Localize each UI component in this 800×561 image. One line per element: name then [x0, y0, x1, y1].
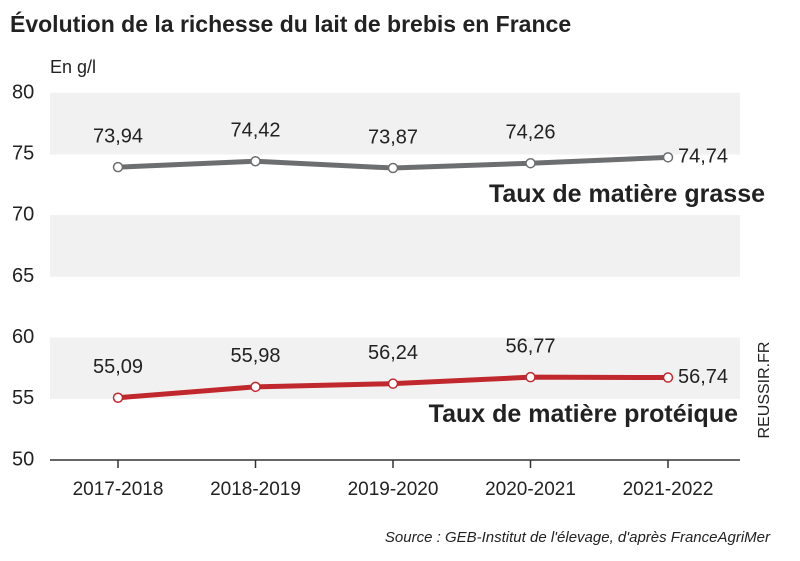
value-label: 56,74: [678, 366, 728, 388]
y-tick-label: 65: [12, 265, 34, 287]
series-label: Taux de matière grasse: [489, 180, 765, 208]
point: [525, 371, 536, 383]
x-tick-label: 2020-2021: [485, 479, 576, 500]
point: [662, 152, 674, 163]
value-label: 74,74: [678, 146, 728, 168]
value-label: 74,26: [505, 122, 555, 144]
point: [387, 378, 399, 389]
point: [112, 161, 124, 173]
point: [250, 381, 261, 393]
point: [662, 372, 674, 383]
value-label: 73,94: [93, 125, 143, 147]
value-label: 55,09: [93, 356, 143, 378]
value-label: 56,77: [505, 335, 555, 357]
x-tick-label: 2017-2018: [73, 479, 164, 500]
value-label: 55,98: [230, 345, 280, 367]
y-tick-label: 60: [12, 326, 34, 348]
y-axis-label: En g/l: [50, 57, 96, 77]
value-label: 73,87: [368, 126, 418, 148]
series-label: Taux de matière protéique: [429, 400, 738, 428]
y-tick-label: 50: [12, 448, 34, 470]
chart-title: Évolution de la richesse du lait de breb…: [10, 10, 571, 37]
y-tick-label: 70: [12, 204, 34, 226]
value-label: 74,42: [230, 120, 280, 142]
source: Source : GEB-Institut de l'élevage, d'ap…: [385, 529, 771, 546]
x-tick-label: 2018-2019: [210, 479, 301, 500]
y-tick-label: 55: [12, 387, 34, 409]
x-tick-label: 2021-2022: [623, 479, 714, 500]
grid-band: [50, 337, 740, 399]
x-tick-label: 2019-2020: [348, 479, 439, 500]
value-label: 56,24: [368, 342, 418, 364]
grid-band: [50, 93, 740, 155]
grid-band: [50, 215, 740, 277]
point: [112, 392, 124, 403]
point: [387, 162, 399, 174]
point: [250, 156, 261, 167]
point: [525, 157, 536, 169]
watermark: REUSSIR.FR: [756, 342, 773, 439]
y-tick-label: 80: [12, 81, 34, 103]
y-tick-label: 75: [12, 142, 34, 164]
